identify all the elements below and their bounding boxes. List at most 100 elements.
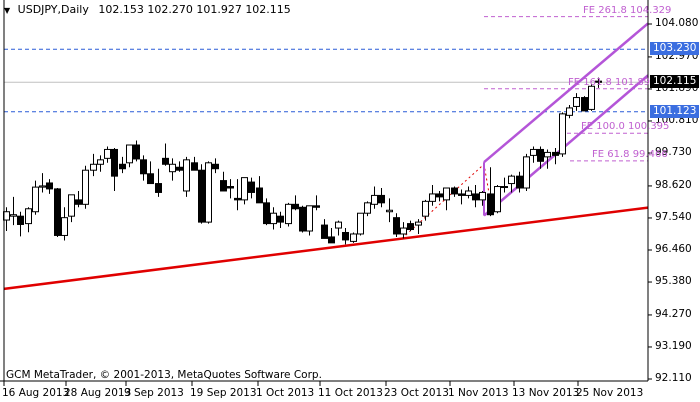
candle [415, 219, 422, 234]
candle [227, 179, 234, 199]
candle [350, 232, 357, 243]
candle [54, 188, 61, 237]
candle [364, 201, 371, 217]
candle [573, 93, 580, 111]
candle [328, 228, 335, 244]
candle [523, 153, 530, 191]
copyright-text: GCM MetaTrader, © 2001-2013, MetaQuotes … [6, 369, 322, 381]
axis-ticks [3, 23, 652, 386]
candle [595, 77, 602, 88]
candle [126, 144, 133, 168]
candle [234, 179, 241, 211]
candle [162, 143, 169, 166]
candle [537, 146, 544, 169]
candle [422, 199, 429, 221]
candle [429, 185, 436, 206]
candle [147, 161, 154, 185]
candle [256, 176, 263, 204]
fibonacci-level-label: FE 61.8 99.466 [592, 148, 668, 160]
candle [321, 219, 328, 239]
ohlc-values: 102.153 102.270 101.927 102.115 [98, 3, 291, 16]
candle [508, 174, 515, 193]
candle [241, 177, 248, 205]
time-tick-label: 23 Oct 2013 [384, 387, 449, 399]
candle [335, 220, 342, 236]
candle [97, 155, 104, 172]
candle [313, 195, 320, 211]
candle [559, 112, 566, 157]
dropdown-arrow-icon[interactable]: ▼ [4, 6, 11, 15]
time-tick-label: 1 Nov 2013 [448, 387, 509, 399]
time-tick-label: 9 Sep 2013 [124, 387, 184, 399]
reference-lines [4, 16, 648, 162]
candle [277, 211, 284, 229]
candle [111, 147, 118, 191]
candle [263, 198, 270, 226]
candle [386, 198, 393, 223]
candle [371, 186, 378, 209]
candle [342, 228, 349, 245]
candle [516, 171, 523, 193]
candle [501, 177, 508, 193]
candle [588, 84, 595, 111]
candle [10, 196, 17, 226]
candle [443, 187, 450, 211]
candle [566, 104, 573, 119]
candle [46, 179, 53, 194]
candle [198, 164, 205, 224]
candle [82, 165, 89, 209]
time-tick-label: 13 Nov 2013 [512, 387, 580, 399]
candle [378, 188, 385, 208]
candle [458, 189, 465, 205]
candle [176, 161, 183, 172]
candle [39, 173, 46, 193]
candle [104, 146, 111, 163]
price-tick-label: 94.270 [655, 307, 692, 320]
price-tick-label: 104.080 [655, 17, 699, 29]
price-tick-label: 92.110 [655, 372, 692, 384]
time-tick-label: 25 Nov 2013 [576, 387, 644, 399]
candle [155, 168, 162, 197]
candle [479, 190, 486, 206]
price-tick-label: 95.380 [655, 275, 692, 288]
price-tick-label: 97.540 [655, 210, 692, 223]
support-trendline [3, 206, 649, 291]
candle [530, 146, 537, 163]
current-price-tag: 102.115 [650, 75, 699, 89]
price-level-tag: 101.123 [650, 104, 699, 118]
candle [285, 202, 292, 227]
candle [472, 185, 479, 208]
price-tick-label: 96.460 [655, 242, 692, 255]
candle [75, 190, 82, 208]
symbol-label: USDJPY,Daily [17, 3, 89, 16]
candle [494, 185, 501, 214]
candle [119, 156, 126, 174]
candles [3, 77, 602, 245]
fibonacci-level-label: FE 161.8 101.897 [568, 76, 657, 88]
candle [248, 177, 255, 199]
time-tick-label: 11 Oct 2013 [318, 387, 383, 399]
chart-title: ▼ USDJPY,Daily 102.153 102.270 101.927 1… [4, 3, 291, 16]
candle [270, 207, 277, 230]
candle [183, 156, 190, 197]
price-tick-label: 99.730 [655, 146, 692, 158]
candle [90, 153, 97, 177]
candle [400, 222, 407, 239]
candle [299, 205, 306, 233]
candle [205, 161, 212, 224]
candle [436, 190, 443, 202]
price-tick-label: 93.190 [655, 339, 692, 352]
candle [552, 147, 559, 165]
candle [32, 180, 39, 215]
candle [393, 213, 400, 237]
candle [25, 207, 32, 233]
fibonacci-level-label: FE 100.0 100.395 [581, 121, 670, 133]
candle [61, 207, 68, 241]
fibonacci-level-label: FE 261.8 104.329 [583, 4, 672, 16]
candle [306, 205, 313, 236]
candle [17, 211, 24, 237]
candle [212, 158, 219, 174]
candle [140, 155, 147, 181]
candle [407, 220, 414, 232]
